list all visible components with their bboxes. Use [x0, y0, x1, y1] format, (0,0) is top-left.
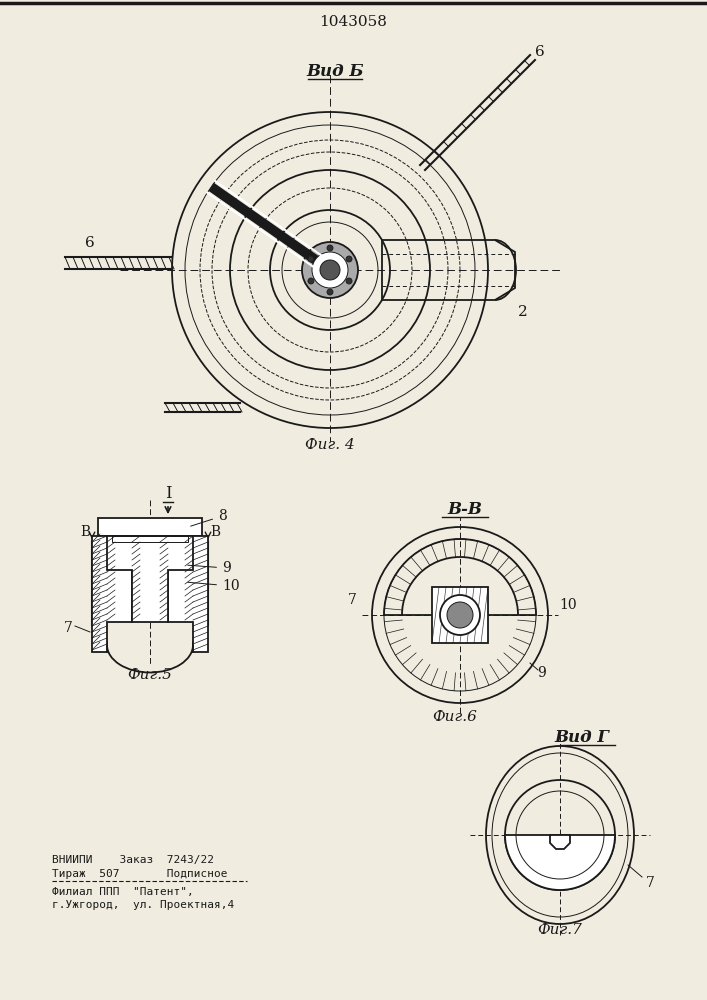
Bar	[112, 536, 188, 542]
Text: В: В	[210, 525, 220, 539]
Circle shape	[312, 252, 348, 288]
Circle shape	[447, 602, 473, 628]
Text: 2: 2	[518, 305, 527, 319]
Text: Вид Б: Вид Б	[306, 64, 364, 81]
Text: 8: 8	[191, 509, 227, 526]
Text: г.Ужгород,  ул. Проектная,4: г.Ужгород, ул. Проектная,4	[52, 900, 234, 910]
Circle shape	[346, 256, 352, 262]
Circle shape	[440, 595, 480, 635]
Text: 9: 9	[188, 561, 230, 575]
Text: Тираж  507       Подписное: Тираж 507 Подписное	[52, 869, 228, 879]
Polygon shape	[432, 587, 488, 643]
Text: 7: 7	[64, 621, 72, 635]
Text: Фиг.7: Фиг.7	[537, 923, 583, 937]
Text: ВНИИПИ    Заказ  7243/22: ВНИИПИ Заказ 7243/22	[52, 855, 214, 865]
Polygon shape	[168, 536, 208, 652]
Text: 9: 9	[537, 666, 547, 680]
Circle shape	[308, 256, 314, 262]
Text: 10: 10	[188, 579, 240, 593]
Polygon shape	[550, 835, 570, 849]
Wedge shape	[505, 835, 615, 890]
Text: В: В	[80, 525, 90, 539]
Polygon shape	[92, 536, 132, 652]
Text: Фиг. 4: Фиг. 4	[305, 438, 355, 452]
Text: 6: 6	[535, 45, 545, 59]
Text: 7: 7	[348, 593, 356, 607]
Circle shape	[346, 278, 352, 284]
Text: Вид Г: Вид Г	[554, 730, 609, 746]
Circle shape	[320, 260, 340, 280]
Circle shape	[327, 289, 333, 295]
Text: Фиг.5: Фиг.5	[127, 668, 173, 682]
Text: В-В: В-В	[448, 502, 482, 518]
Circle shape	[308, 278, 314, 284]
Polygon shape	[107, 536, 193, 622]
Text: 6: 6	[85, 236, 95, 250]
Text: Филиал ППП  "Патент",: Филиал ППП "Патент",	[52, 887, 194, 897]
Text: 10: 10	[559, 598, 577, 612]
Text: Фиг.6: Фиг.6	[433, 710, 477, 724]
Circle shape	[302, 242, 358, 298]
Bar	[98, 518, 202, 536]
Circle shape	[327, 245, 333, 251]
Text: 7: 7	[645, 876, 655, 890]
Text: 1043058: 1043058	[319, 15, 387, 29]
Text: I: I	[165, 485, 171, 502]
